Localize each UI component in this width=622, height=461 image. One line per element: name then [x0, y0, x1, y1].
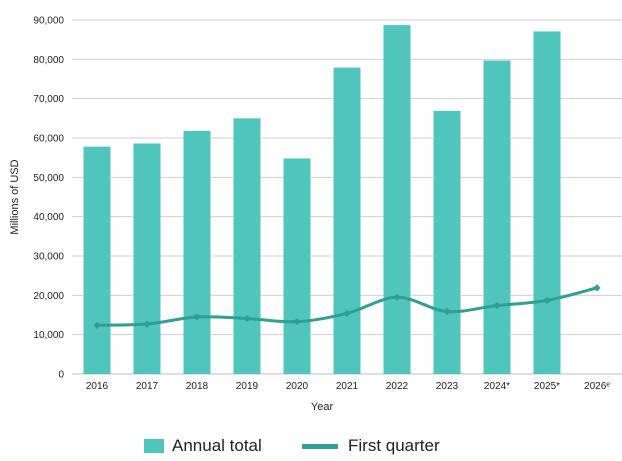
- bar: [333, 67, 361, 375]
- line-marker: [243, 314, 251, 323]
- line-marker: [393, 293, 401, 301]
- y-tick-label: 70,000: [33, 94, 64, 105]
- legend-swatch-annual-total: [144, 439, 164, 453]
- legend-swatch-first-quarter: [302, 443, 338, 449]
- x-tick-label: 2020: [286, 381, 309, 392]
- combo-chart: 0 10,000 20,000 30,000 40,000 50,000 60,000 70,…: [9, 16, 622, 413]
- line-marker: [493, 301, 501, 310]
- x-tick-label: 2019: [236, 381, 259, 392]
- legend-label-annual-total: Annual total: [172, 436, 262, 455]
- y-tick-label: 0: [58, 370, 64, 381]
- x-tick-label: 2022: [386, 381, 409, 392]
- line-marker: [593, 284, 601, 292]
- y-tick-label: 50,000: [33, 173, 64, 184]
- legend-item-first-quarter: First quarter: [302, 436, 440, 456]
- bar: [83, 146, 111, 374]
- y-tick-label: 20,000: [33, 291, 64, 302]
- bar: [233, 118, 261, 374]
- bar: [533, 31, 561, 374]
- y-tick-label: 90,000: [33, 16, 64, 27]
- legend-item-annual-total: Annual total: [144, 436, 262, 456]
- y-axis-ticks: 0 10,000 20,000 30,000 40,000 50,000 60,000 70,…: [33, 16, 64, 381]
- x-tick-label: 2024*: [484, 381, 510, 392]
- bar: [383, 25, 411, 374]
- y-tick-label: 10,000: [33, 330, 64, 341]
- legend-label-first-quarter: First quarter: [348, 436, 440, 455]
- line-marker: [193, 313, 201, 321]
- x-tick-label: 2017: [136, 381, 159, 392]
- legend: Annual total First quarter: [0, 436, 622, 461]
- x-tick-label: 2018: [186, 381, 209, 392]
- y-tick-label: 80,000: [33, 55, 64, 66]
- line-series-first-quarter: [93, 284, 601, 329]
- bar: [283, 158, 311, 374]
- x-axis-label: Year: [311, 401, 334, 413]
- x-tick-label: 2016: [86, 381, 109, 392]
- x-tick-label: 2025*: [534, 381, 560, 392]
- bar: [433, 110, 461, 375]
- line-marker: [543, 296, 551, 305]
- x-tick-label: 2026ᵉ: [584, 381, 610, 392]
- bar: [483, 60, 511, 374]
- bar: [183, 130, 211, 374]
- line-marker: [93, 321, 101, 329]
- y-tick-label: 40,000: [33, 212, 64, 223]
- line-marker: [443, 307, 451, 316]
- y-tick-label: 60,000: [33, 134, 64, 145]
- line-marker: [343, 309, 351, 318]
- bar-series-annual-total: [83, 25, 561, 375]
- bar: [133, 143, 161, 374]
- y-axis-label: Millions of USD: [9, 159, 21, 234]
- line-marker: [143, 320, 151, 328]
- line-marker: [293, 318, 301, 326]
- x-tick-label: 2023: [436, 381, 459, 392]
- x-tick-label: 2021: [336, 381, 359, 392]
- y-tick-label: 30,000: [33, 252, 64, 263]
- x-axis-ticks: 2016 2017 2018 2019 2020 2021 2022 2023 2024* 202…: [86, 381, 610, 392]
